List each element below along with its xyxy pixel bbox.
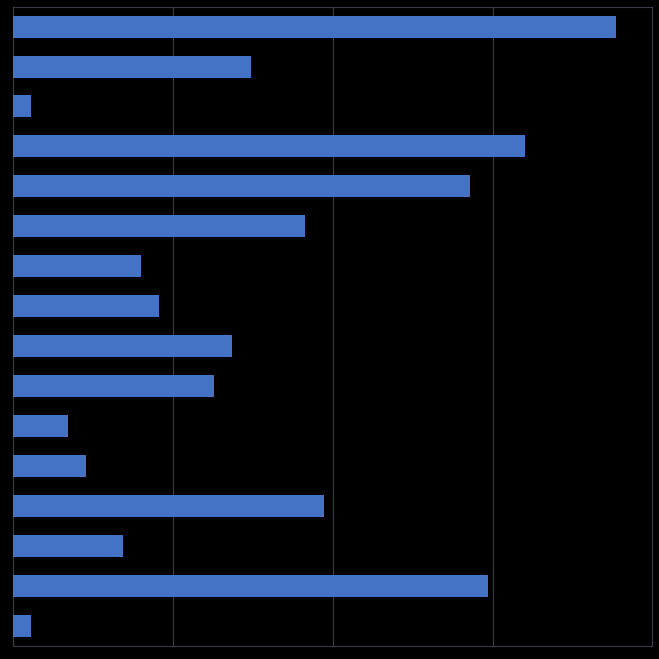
Bar: [13, 55, 250, 78]
Bar: [13, 415, 68, 437]
Bar: [13, 495, 324, 517]
Bar: [13, 615, 32, 637]
Bar: [13, 295, 159, 317]
Bar: [13, 255, 141, 277]
Bar: [13, 96, 32, 117]
Bar: [13, 575, 488, 597]
Bar: [13, 535, 123, 557]
Bar: [13, 375, 214, 397]
Bar: [13, 175, 470, 197]
Bar: [13, 335, 233, 357]
Bar: [13, 215, 305, 237]
Bar: [13, 455, 86, 477]
Bar: [13, 136, 525, 158]
Bar: [13, 16, 616, 38]
